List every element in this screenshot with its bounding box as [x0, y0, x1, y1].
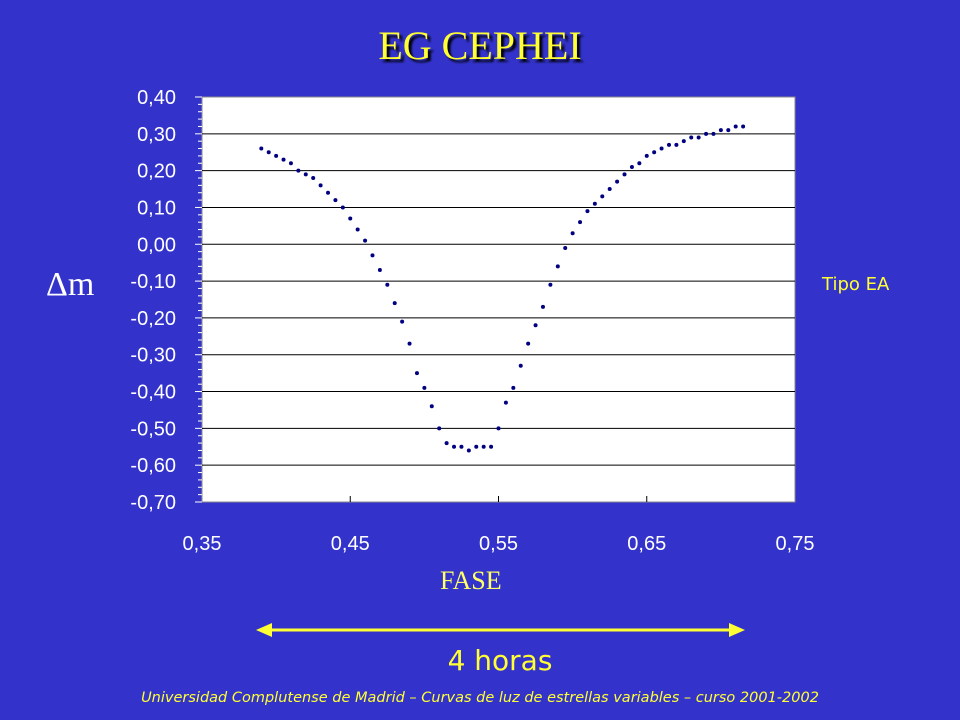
y-tick-label: -0,70 — [130, 492, 176, 514]
x-tick-label: 0,35 — [183, 533, 222, 555]
data-point — [718, 128, 723, 133]
x-axis-ticks: 0,35 0,45 0,55 0,65 0,75 — [183, 496, 815, 555]
data-point — [481, 444, 486, 449]
data-point — [659, 146, 664, 151]
data-point — [526, 341, 531, 346]
y-axis-ticks: 0,40 0,30 0,20 0,10 0,00 -0,10 -0,20 -0,30 -0,40… — [130, 87, 202, 514]
data-point — [385, 282, 390, 287]
data-point — [711, 131, 716, 136]
data-point — [474, 444, 479, 449]
data-point — [696, 135, 701, 140]
data-point — [370, 253, 375, 258]
gridlines — [202, 133, 795, 466]
y-tick-label: -0,40 — [130, 382, 176, 404]
data-point — [333, 198, 338, 203]
x-tick-label: 0,55 — [479, 533, 518, 555]
data-point — [585, 209, 590, 214]
y-tick-label: -0,10 — [130, 271, 176, 293]
y-tick-label: -0,20 — [130, 308, 176, 330]
data-point — [689, 135, 694, 140]
data-point — [288, 161, 293, 166]
data-point — [355, 227, 360, 232]
y-tick-label: 0,40 — [137, 87, 176, 109]
data-point — [266, 150, 271, 155]
y-tick-label: -0,50 — [130, 418, 176, 440]
y-tick-label: -0,60 — [130, 455, 176, 477]
x-tick-label: 0,75 — [776, 533, 815, 555]
data-point — [259, 146, 264, 151]
data-point — [533, 323, 538, 328]
data-point — [674, 142, 679, 147]
data-point — [548, 282, 553, 287]
data-point — [444, 441, 449, 446]
y-tick-label: 0,20 — [137, 161, 176, 183]
data-point — [437, 426, 442, 431]
data-point — [340, 205, 345, 210]
data-point — [452, 444, 457, 449]
data-point — [622, 172, 627, 177]
data-point — [348, 216, 353, 221]
data-point — [311, 176, 316, 180]
data-point — [681, 139, 686, 144]
data-point — [377, 268, 382, 273]
data-point — [726, 128, 731, 133]
data-point — [615, 179, 620, 184]
data-point — [281, 157, 286, 162]
y-minor-ticks — [195, 96, 202, 503]
y-tick-label: -0,30 — [130, 345, 176, 367]
data-point — [652, 150, 657, 155]
data-point — [540, 304, 545, 309]
data-point — [666, 142, 671, 147]
data-point — [511, 385, 516, 390]
data-point — [400, 319, 405, 324]
data-point — [607, 187, 612, 192]
data-point — [414, 371, 419, 376]
data-point — [600, 194, 605, 199]
data-point — [429, 404, 434, 409]
data-point — [570, 231, 575, 236]
data-point — [303, 172, 308, 177]
x-axis-label: FASE — [440, 566, 502, 595]
duration-arrow — [256, 623, 745, 637]
data-point — [392, 301, 397, 306]
x-tick-label: 0,65 — [627, 533, 666, 555]
x-tick-label: 0,45 — [331, 533, 370, 555]
data-point — [704, 131, 709, 136]
data-point — [555, 264, 560, 269]
data-point — [503, 400, 508, 405]
y-tick-label: 0,10 — [137, 197, 176, 219]
data-point — [644, 153, 649, 158]
duration-label: 4 horas — [447, 644, 553, 677]
y-tick-label: 0,00 — [137, 234, 176, 256]
footer-credit: Universidad Complutense de Madrid – Curv… — [141, 690, 819, 706]
data-point — [637, 161, 642, 166]
data-point — [563, 245, 568, 250]
data-point — [318, 183, 323, 188]
data-point — [489, 444, 494, 449]
data-point — [741, 124, 746, 129]
data-point — [459, 444, 464, 449]
data-point — [274, 153, 279, 158]
data-points — [259, 124, 746, 453]
data-point — [518, 363, 523, 368]
data-point — [466, 448, 471, 453]
plot-area — [201, 96, 796, 503]
y-tick-label: 0,30 — [137, 124, 176, 146]
data-point — [592, 201, 597, 206]
variable-type-label: Tipo EA — [822, 274, 890, 295]
data-point — [629, 164, 634, 169]
data-point — [422, 385, 427, 390]
data-point — [407, 341, 412, 346]
data-point — [496, 426, 501, 431]
data-point — [296, 168, 301, 173]
y-axis-label: Δm — [46, 266, 95, 303]
chart-title: EG CEPHEI — [378, 23, 582, 68]
data-point — [733, 124, 738, 129]
data-point — [326, 190, 331, 195]
data-point — [363, 238, 368, 243]
data-point — [578, 220, 583, 225]
